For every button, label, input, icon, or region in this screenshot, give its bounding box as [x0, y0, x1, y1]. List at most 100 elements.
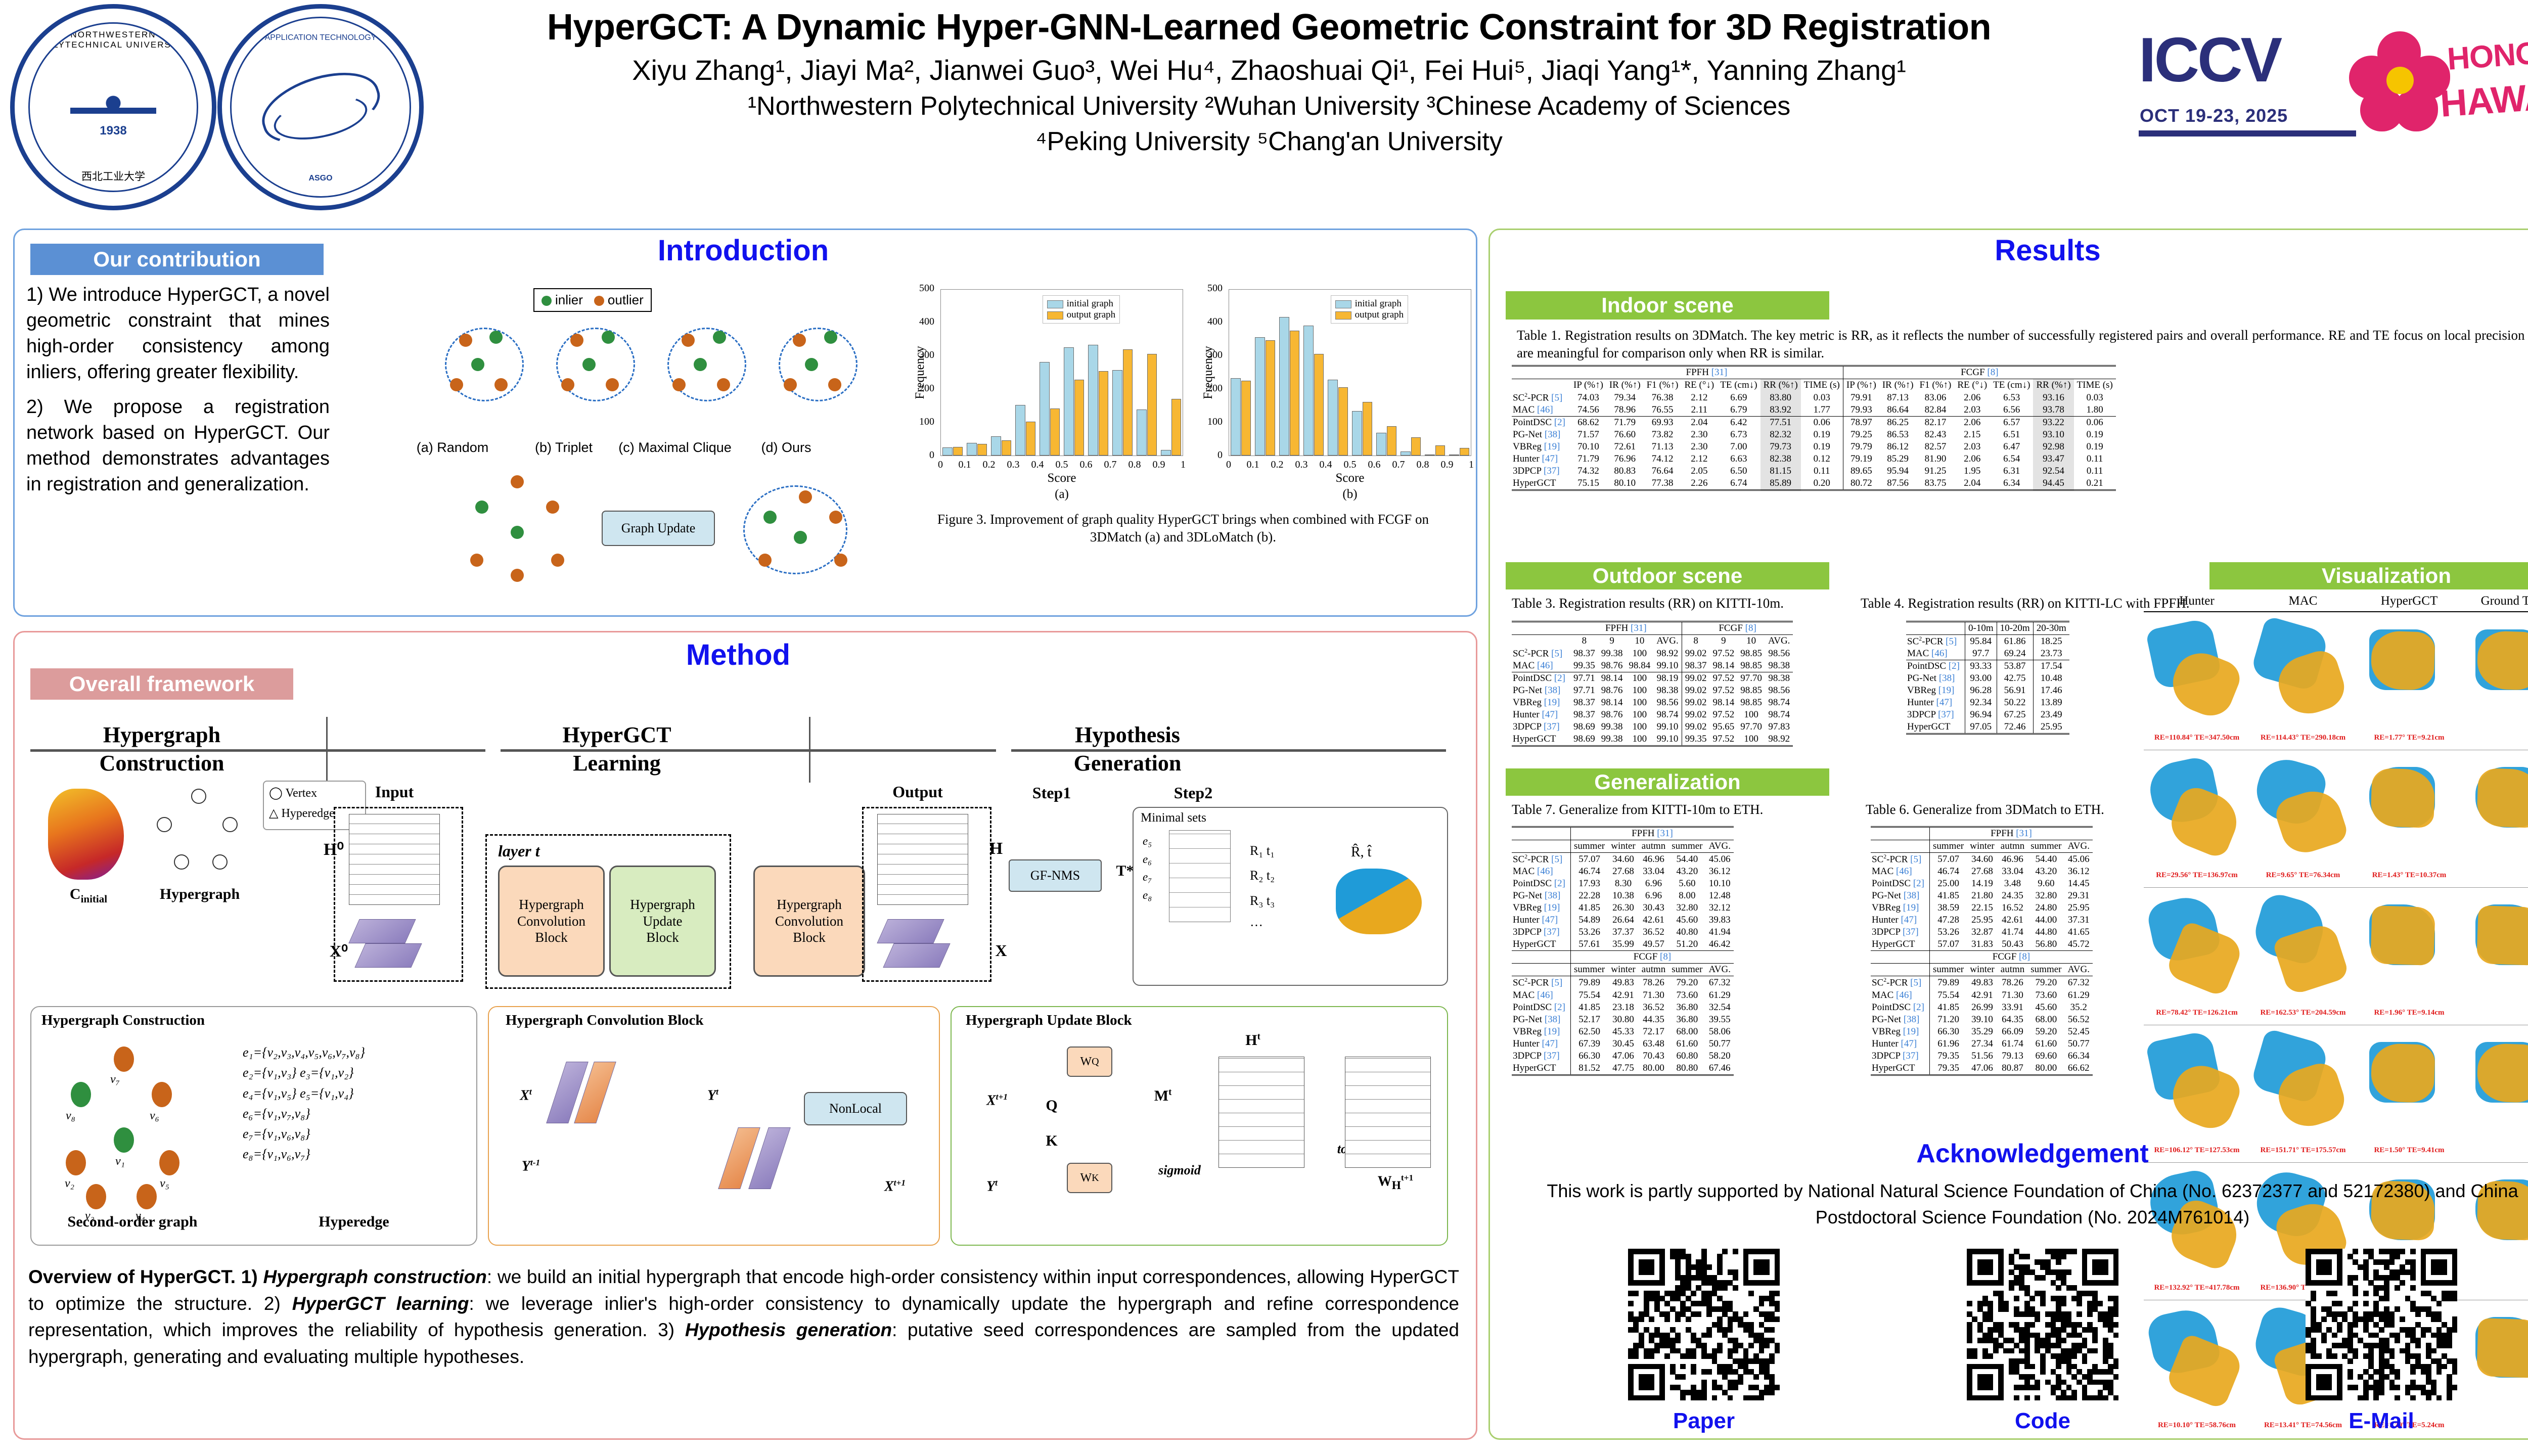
WH-symbol: WHt+1	[1377, 1173, 1414, 1192]
viz-column-header: Ground Truth	[2480, 594, 2528, 608]
contribution-heading: Our contribution	[30, 244, 324, 275]
npu-logo-year: 1938	[100, 124, 127, 138]
citation-ref: [37]	[1938, 709, 1954, 720]
table-cell: 0.03	[1813, 392, 1830, 403]
hibiscus-flower-icon	[2349, 31, 2452, 132]
table-cell: 67.46	[1705, 1062, 1734, 1076]
table-row-header: PG-Net [38]	[1872, 890, 1920, 901]
bar	[1112, 370, 1122, 456]
table-row: Hunter [47] 92.34 50.22 13.89	[1906, 697, 2069, 709]
y-tick-label: 200	[919, 383, 934, 394]
table-row-header: PG-Net [38]	[1872, 1014, 1920, 1025]
table-cell: 6.96	[1645, 878, 1662, 889]
table-cell: 33.04	[2002, 866, 2023, 877]
table-row-header: PointDSC [2]	[1512, 672, 1570, 685]
table-row-header: HyperGCT	[1512, 477, 1570, 491]
table3-caption: Table 3. Registration results (RR) on KI…	[1512, 596, 1784, 611]
table-cell: IP (%↑)	[1570, 379, 1606, 391]
legend-inlier: inlier	[541, 292, 583, 308]
graph-caption-b: (b) Triplet	[534, 440, 593, 455]
viz-pointcloud-cell	[2462, 891, 2528, 1011]
table-row-header: SC2-PCR [5]	[1512, 852, 1571, 866]
table-cell: 10.38	[1612, 890, 1634, 901]
citation-ref: [47]	[1936, 697, 1953, 708]
table-cell: 45.33	[1612, 1026, 1634, 1037]
table-cell: 22.15	[1971, 902, 1993, 914]
viz-error-label: RE=1.77° TE=9.21cm	[2374, 734, 2445, 742]
table-cell: 41.85	[1929, 890, 1967, 902]
table-cell: 98.37	[1573, 648, 1595, 659]
lab-logo-text: APPLICATION TECHNOLOGY	[264, 33, 377, 42]
T-symbol: T*	[1116, 862, 1134, 879]
iccv-city-hawaii: HAWAII	[2439, 74, 2528, 125]
viz-pointcloud-cell	[2462, 1166, 2528, 1286]
table-cell: 32.80	[2035, 890, 2057, 901]
table-cell: 41.85	[1570, 902, 1608, 915]
citation-ref: [46]	[1896, 866, 1912, 877]
table-cell: 73.82	[1651, 429, 1674, 440]
table-cell: autmn	[1997, 840, 2028, 853]
table-row-header: SC2-PCR [5]	[1871, 976, 1930, 989]
table-group-header: FPFH [31]	[1512, 826, 1734, 840]
bar	[1241, 380, 1251, 456]
citation-ref: [38]	[1544, 685, 1561, 696]
table-cell: 50.22	[1996, 697, 2034, 709]
table-cell: 0.12	[1813, 453, 1830, 465]
table-cell: 10-20m	[1996, 621, 2034, 635]
viz-error-label: RE=162.53° TE=204.59cm	[2260, 1009, 2346, 1017]
bar	[1352, 411, 1362, 456]
table-cell: summer	[1929, 963, 1967, 976]
table-cell: 6.53	[2003, 392, 2020, 403]
qr-code-paper[interactable]	[1628, 1249, 1780, 1401]
overview-text-1: : we build an initial hypergraph that en…	[28, 1266, 1459, 1314]
table-row-header: 3DPCP [37]	[1872, 1050, 1919, 1061]
table-cell: 47.28	[1929, 914, 1967, 927]
table-cell: 99.35	[1573, 660, 1595, 671]
table-cell: 79.91	[1842, 391, 1879, 404]
K-symbol: K	[1046, 1132, 1058, 1149]
table-cell: 33.04	[1643, 866, 1664, 877]
table-cell: 57.61	[1570, 938, 1608, 951]
legend-swatch	[1335, 311, 1351, 320]
y-tick-label: 500	[1207, 283, 1223, 294]
qr-code-email[interactable]	[2306, 1249, 2458, 1401]
table-cell: 71.57	[1577, 429, 1599, 440]
table-cell: 100	[1632, 685, 1647, 696]
table-cell: 98.85	[1740, 648, 1762, 659]
bar	[1002, 440, 1012, 456]
table-cell: 98.85	[1740, 660, 1762, 671]
table-cell: 97.52	[1709, 672, 1738, 685]
bar	[1338, 387, 1348, 456]
registered-pointcloud-icon	[1336, 869, 1422, 934]
table-cell: 50.43	[2002, 939, 2023, 950]
table-cell: 100	[1626, 733, 1654, 747]
subfigure-label: (b)	[1342, 487, 1358, 501]
table-row-header: PG-Net [38]	[1513, 429, 1561, 440]
table-cell: 78.97	[1842, 416, 1879, 429]
table-cell: 57.07	[1570, 852, 1608, 866]
table-cell: 61.86	[1996, 634, 2034, 648]
legend-entry: initial graph	[1047, 298, 1116, 309]
table-cell: 53.87	[1996, 660, 2034, 673]
table-cell: 2.06	[1964, 392, 1981, 403]
legend-swatch	[1335, 300, 1351, 308]
table-cell: 82.57	[1924, 441, 1947, 452]
table-cell: 68.00	[2035, 1014, 2057, 1025]
table-cell: 82.38	[1760, 453, 1801, 466]
table-row: Hunter [47] 47.28 25.95 42.61 44.00 37.31	[1871, 914, 2093, 927]
viz-pointcloud-cell	[2356, 891, 2462, 1011]
x-tick-label: 0.7	[1392, 459, 1405, 470]
table-cell: 73.60	[1676, 989, 1698, 1000]
table-cell: 92.98	[2033, 441, 2074, 453]
graph-update-button: Graph Update	[602, 511, 715, 546]
x-axis-label: Score	[1047, 471, 1076, 485]
table-cell: 98.56	[1656, 697, 1679, 708]
viz-error-label: RE=1.96° TE=9.14cm	[2374, 1009, 2445, 1017]
table-row-header: Hunter [47]	[1872, 1038, 1917, 1049]
bar	[1147, 354, 1157, 456]
qr-code-code[interactable]	[1967, 1249, 2119, 1401]
table6-caption: Table 6. Generalize from 3DMatch to ETH.	[1866, 802, 2104, 817]
overview-bold-2: HyperGCT learning	[292, 1293, 469, 1314]
table-cell: 97.52	[1712, 648, 1735, 659]
x-tick-label: 0.5	[1055, 459, 1068, 470]
